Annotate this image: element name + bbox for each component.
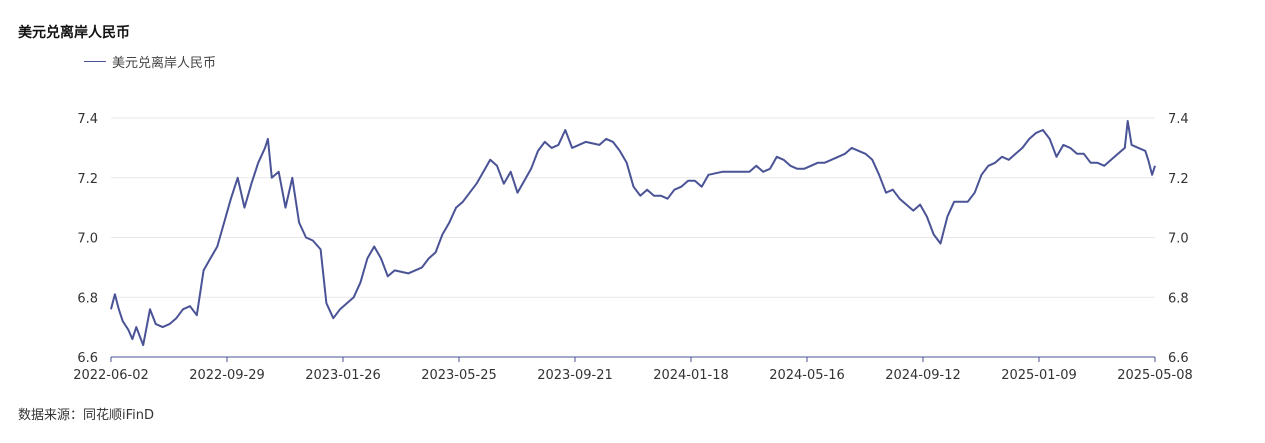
x-tick-label: 2023-09-21 (537, 368, 613, 383)
series-line (110, 120, 1156, 347)
x-tick-label: 2022-09-29 (189, 368, 265, 383)
x-tick-label: 2025-05-08 (1117, 368, 1193, 383)
y-tick-label-right: 7.4 (1168, 112, 1189, 127)
y-tick-label-left: 7.0 (77, 232, 98, 247)
data-source-note: 数据来源：同花顺iFinD (18, 408, 155, 423)
y-tick-label-left: 7.2 (77, 172, 98, 187)
y-tick-label-right: 6.8 (1168, 291, 1189, 306)
series-layer (110, 120, 1156, 347)
y-tick-label-right: 7.2 (1168, 172, 1189, 187)
y-tick-label-right: 6.6 (1168, 351, 1189, 366)
x-axis: 2022-06-02 2022-09-29 2023-01-26 2023-05-25… (73, 356, 1193, 383)
x-tick-label: 2023-01-26 (305, 368, 381, 383)
y-tick-label-left: 6.8 (77, 291, 98, 306)
y-tick-label-right: 7.0 (1168, 232, 1189, 247)
y-axis-right: 6.6 6.8 7.0 7.2 7.4 (1168, 112, 1189, 366)
x-tick-label: 2022-06-02 (73, 368, 149, 383)
x-tick-label: 2024-05-16 (769, 368, 845, 383)
legend-label: 美元兑离岸人民币 (112, 56, 217, 71)
x-tick-label: 2024-09-12 (885, 368, 961, 383)
y-axis-left: 6.6 6.8 7.0 7.2 7.4 (77, 112, 98, 366)
y-tick-label-left: 7.4 (77, 112, 98, 127)
page-title: 美元兑离岸人民币 (18, 25, 130, 41)
x-tick-label: 2023-05-25 (421, 368, 497, 383)
x-tick-label: 2024-01-18 (653, 368, 729, 383)
y-tick-label-left: 6.6 (77, 351, 98, 366)
chart-legend: 美元兑离岸人民币 (84, 52, 216, 71)
x-tick-label: 2025-01-09 (1001, 368, 1077, 383)
legend-line-swatch (84, 61, 106, 62)
